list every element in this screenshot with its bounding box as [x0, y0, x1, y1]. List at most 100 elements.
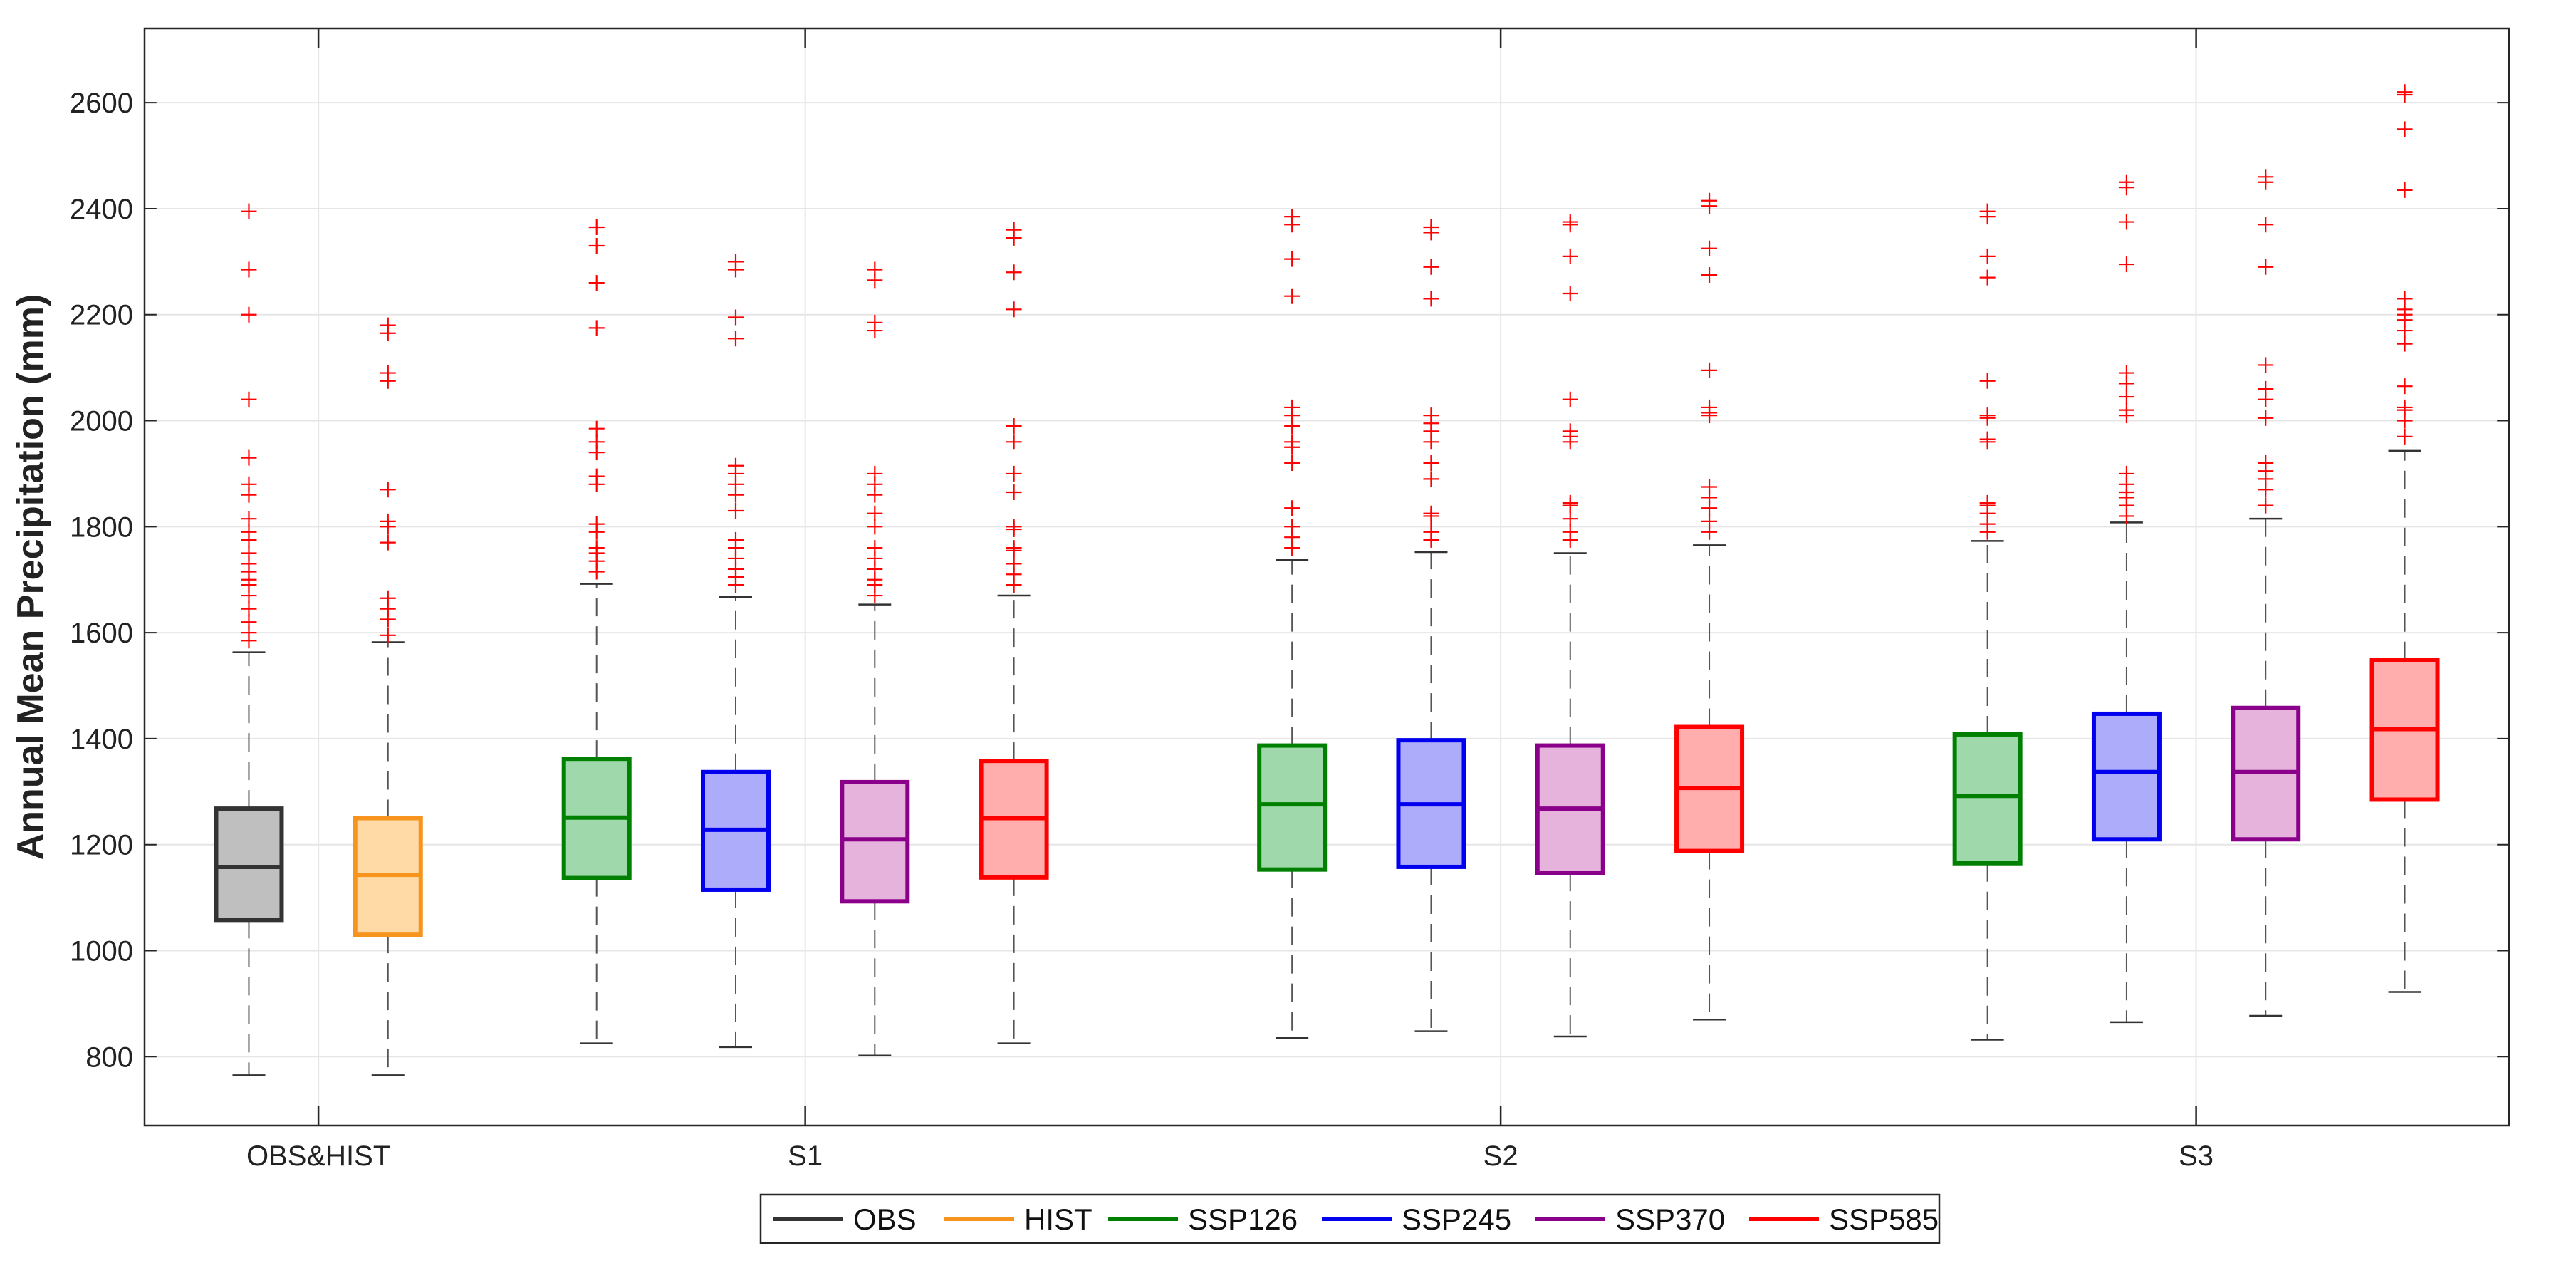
outlier-marker: [1006, 417, 1022, 434]
legend-item-ssp245: SSP245: [1322, 1202, 1511, 1236]
outlier-marker: [2258, 380, 2274, 397]
outlier-marker: [1979, 373, 1996, 389]
outlier-marker: [2258, 410, 2274, 426]
outlier-marker: [1423, 524, 1439, 540]
outlier-marker: [1701, 192, 1718, 209]
outlier-marker: [1423, 291, 1439, 307]
outlier-marker: [2258, 357, 2274, 373]
outlier-marker: [380, 590, 396, 606]
outlier-marker: [241, 391, 257, 407]
x-tick-label: S1: [788, 1140, 823, 1172]
outlier-marker: [1423, 219, 1439, 235]
outlier-marker: [2118, 365, 2134, 381]
outlier-marker: [728, 531, 744, 548]
outlier-marker: [380, 534, 396, 551]
outlier-marker: [1979, 431, 1996, 447]
y-tick-label: 1200: [70, 830, 133, 861]
box-s2-ssp245: [1396, 219, 1466, 1032]
outlier-marker: [1701, 399, 1718, 415]
axes-frame: [143, 27, 2510, 1127]
box-s1-ssp245: [701, 254, 771, 1049]
legend-label: HIST: [1024, 1202, 1093, 1236]
outlier-marker: [2118, 256, 2134, 273]
outlier-marker: [2258, 169, 2274, 185]
outlier-marker: [2397, 121, 2413, 137]
outlier-marker: [1562, 391, 1578, 407]
outlier-marker: [1423, 471, 1439, 487]
grid-layer: [145, 28, 2509, 1126]
outlier-marker: [1006, 540, 1022, 556]
outlier-marker: [588, 540, 605, 556]
outlier-marker: [1423, 505, 1439, 521]
outlier-marker: [1284, 500, 1300, 516]
outlier-marker: [1006, 434, 1022, 450]
y-tick-label: 1800: [70, 511, 133, 543]
outlier-marker: [1979, 203, 1996, 219]
outlier-marker: [2397, 378, 2413, 395]
outlier-marker: [1701, 362, 1718, 378]
outlier-marker: [1562, 494, 1578, 511]
iqr-box: [840, 779, 910, 904]
outlier-marker: [1006, 556, 1022, 572]
legend-item-ssp370: SSP370: [1535, 1202, 1725, 1236]
outlier-marker: [2397, 84, 2413, 100]
legend-label: SSP245: [1402, 1202, 1511, 1236]
box-s3-ssp126: [1952, 203, 2023, 1041]
box-s1-ssp126: [561, 219, 632, 1044]
outlier-marker: [1562, 524, 1578, 540]
outlier-marker: [1284, 455, 1300, 472]
outlier-marker: [588, 420, 605, 437]
outlier-marker: [1701, 240, 1718, 256]
outlier-marker: [728, 309, 744, 326]
outlier-marker: [380, 365, 396, 381]
outlier-marker: [2118, 402, 2134, 418]
legend-label: SSP585: [1829, 1202, 1939, 1236]
outlier-marker: [241, 511, 257, 527]
outlier-marker: [588, 275, 605, 291]
outlier-marker: [2258, 455, 2274, 472]
box-layer: [214, 84, 2440, 1076]
outlier-marker: [2397, 291, 2413, 307]
outlier-marker: [728, 503, 744, 519]
box-s1-ssp585: [979, 222, 1049, 1044]
outlier-marker: [1284, 251, 1300, 267]
outlier-marker: [1701, 479, 1718, 495]
iqr-box: [1257, 743, 1328, 872]
legend: OBS HIST SSP126 SSP245 SSP370 SSP585: [759, 1193, 1941, 1244]
outlier-marker: [1284, 288, 1300, 304]
outlier-marker: [1006, 264, 1022, 281]
x-tick-label: S2: [1483, 1140, 1518, 1172]
box-obs-hist-hist: [353, 317, 423, 1076]
outlier-marker: [380, 513, 396, 529]
outlier-marker: [1284, 434, 1300, 450]
outlier-marker: [588, 320, 605, 336]
outlier-marker: [241, 614, 257, 630]
outlier-marker: [728, 331, 744, 347]
legend-item-ssp585: SSP585: [1749, 1202, 1939, 1236]
outlier-marker: [1006, 465, 1022, 482]
outlier-marker: [241, 203, 257, 219]
box-s3-ssp245: [2091, 174, 2162, 1024]
outlier-marker: [588, 219, 605, 235]
outlier-marker: [2397, 336, 2413, 352]
outlier-marker: [1284, 399, 1300, 415]
outlier-marker: [1979, 407, 1996, 424]
box-s2-ssp370: [1535, 214, 1605, 1038]
y-axis-label: Annual Mean Precipitation (mm): [10, 294, 51, 861]
box-s2-ssp126: [1257, 209, 1328, 1039]
outlier-marker: [1701, 513, 1718, 529]
tick-layer: 800 1000 1200 1400 1600 1800 2000 2200 2400 2600 O…: [70, 28, 2509, 1172]
outlier-marker: [1423, 259, 1439, 275]
outlier-marker: [2118, 214, 2134, 230]
outlier-marker: [1979, 494, 1996, 511]
legend-label: SSP126: [1188, 1202, 1298, 1236]
y-tick-label: 1600: [70, 618, 133, 649]
box-s2-ssp585: [1674, 192, 1745, 1021]
outlier-marker: [2118, 174, 2134, 190]
x-tick-label: S3: [2179, 1140, 2213, 1172]
legend-item-ssp126: SSP126: [1108, 1202, 1298, 1236]
legend-label: SSP370: [1615, 1202, 1725, 1236]
outlier-marker: [867, 540, 883, 556]
outlier-marker: [1284, 209, 1300, 225]
y-tick-label: 2200: [70, 300, 133, 331]
